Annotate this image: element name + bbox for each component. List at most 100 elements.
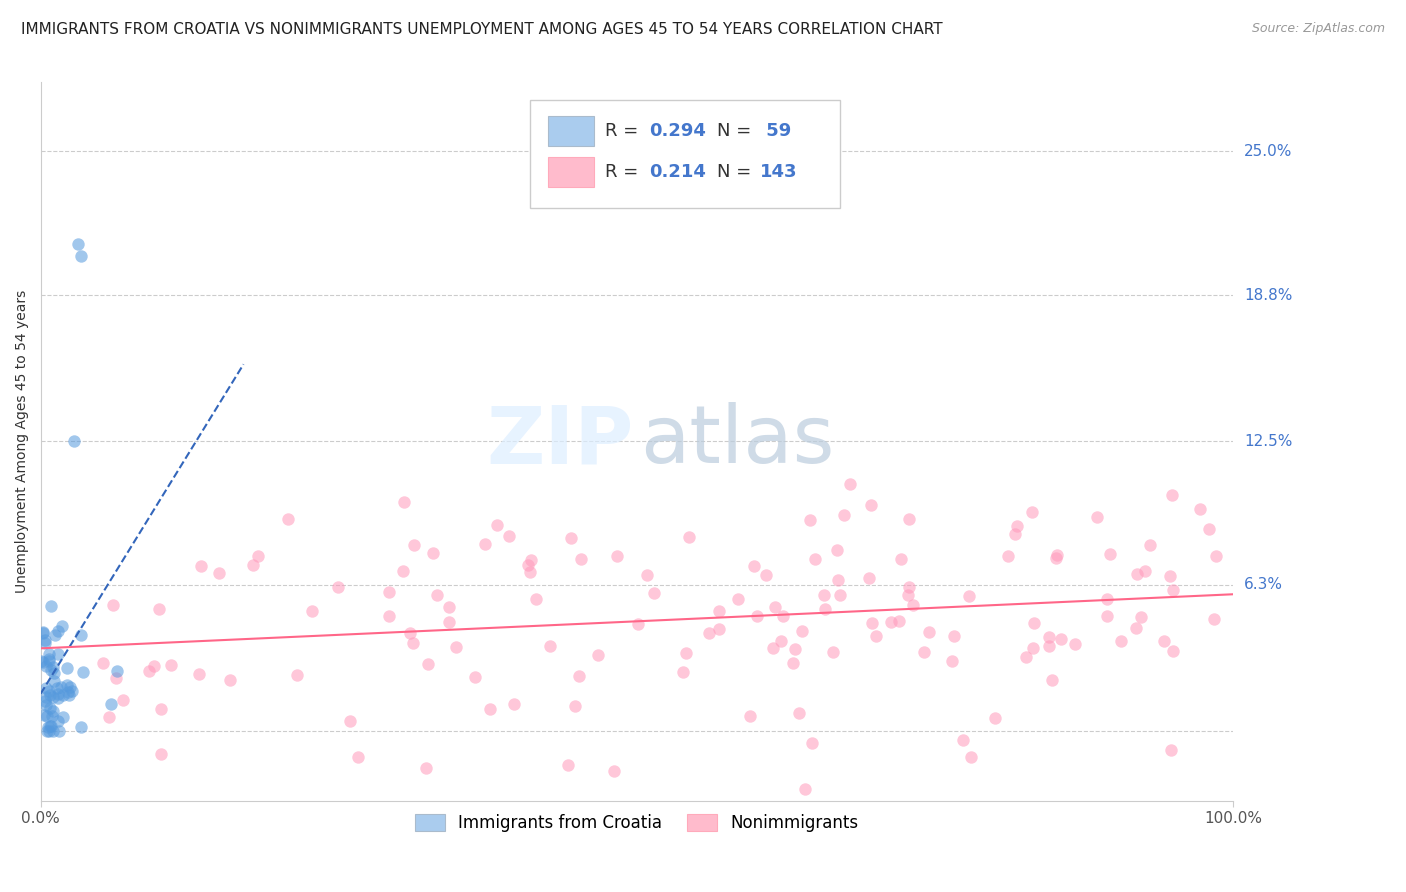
Point: [825, 542, 848, 557]
Point: [1133, 564, 1156, 578]
Point: [63, 434, 86, 449]
Point: [60, 684, 83, 698]
Text: N =: N =: [717, 162, 756, 181]
Point: [242, 558, 264, 572]
Point: [100, 698, 122, 712]
Point: [38, 701, 60, 715]
Point: [727, 591, 749, 606]
Point: [41, 704, 63, 718]
Point: [160, 657, 183, 672]
Point: [502, 697, 524, 711]
Point: [643, 586, 665, 600]
Point: [378, 609, 401, 624]
Point: [1129, 610, 1152, 624]
Text: 0.214: 0.214: [650, 162, 706, 181]
Point: [1205, 549, 1227, 563]
Point: [415, 761, 437, 775]
Point: [39, 688, 62, 702]
Point: [1204, 612, 1226, 626]
Point: [44, 627, 66, 641]
Point: [697, 626, 720, 640]
Point: [880, 615, 903, 629]
Point: [1040, 673, 1063, 688]
Point: [42, 690, 65, 705]
Point: [675, 646, 697, 660]
Legend: Immigrants from Croatia, Nonimmigrants: Immigrants from Croatia, Nonimmigrants: [408, 807, 866, 839]
Point: [898, 512, 921, 526]
Text: Source: ZipAtlas.com: Source: ZipAtlas.com: [1251, 22, 1385, 36]
Point: [485, 517, 508, 532]
Point: [1111, 634, 1133, 648]
Point: [830, 588, 852, 602]
Point: [960, 750, 983, 764]
Point: [42, 673, 65, 688]
Point: [827, 573, 849, 587]
Point: [897, 580, 920, 594]
Text: 18.8%: 18.8%: [1244, 288, 1292, 302]
Point: [792, 624, 814, 639]
Point: [34, 707, 56, 722]
Point: [187, 666, 209, 681]
Point: [1189, 502, 1212, 516]
Point: [761, 640, 783, 655]
Point: [793, 781, 815, 796]
Point: [97, 710, 120, 724]
Text: N =: N =: [717, 122, 756, 140]
Point: [813, 602, 835, 616]
Point: [391, 564, 413, 578]
Point: [1099, 547, 1122, 561]
Point: [1046, 548, 1069, 562]
Point: [39, 719, 62, 733]
Point: [439, 600, 461, 615]
Point: [208, 566, 231, 580]
Point: [1038, 639, 1060, 653]
Point: [1139, 538, 1161, 552]
Point: [34, 690, 56, 704]
Point: [39, 719, 62, 733]
Point: [1045, 550, 1067, 565]
Point: [45, 681, 67, 695]
Point: [51, 618, 73, 632]
Point: [912, 645, 935, 659]
Point: [569, 552, 592, 566]
Point: [557, 758, 579, 772]
Text: IMMIGRANTS FROM CROATIA VS NONIMMIGRANTS UNEMPLOYMENT AMONG AGES 45 TO 54 YEARS : IMMIGRANTS FROM CROATIA VS NONIMMIGRANTS…: [21, 22, 942, 37]
Point: [142, 659, 165, 673]
Point: [149, 747, 172, 762]
Point: [38, 724, 60, 739]
Point: [31, 625, 53, 640]
Point: [426, 588, 449, 602]
Text: 0.294: 0.294: [650, 122, 706, 140]
Point: [67, 237, 90, 252]
Point: [636, 568, 658, 582]
FancyBboxPatch shape: [547, 116, 593, 146]
Point: [38, 654, 60, 668]
Point: [58, 680, 80, 694]
Point: [247, 549, 270, 564]
Point: [34, 636, 56, 650]
Point: [52, 688, 75, 702]
Point: [1015, 650, 1038, 665]
Point: [813, 589, 835, 603]
Point: [755, 567, 778, 582]
Point: [70, 720, 93, 734]
Point: [1004, 527, 1026, 541]
Point: [218, 673, 240, 688]
Point: [402, 636, 425, 650]
Point: [707, 604, 730, 618]
Point: [474, 537, 496, 551]
Point: [392, 495, 415, 509]
Point: [858, 571, 880, 585]
Point: [148, 602, 170, 616]
Point: [105, 664, 128, 678]
Point: [1063, 637, 1085, 651]
Point: [48, 724, 70, 739]
Point: [285, 667, 308, 681]
Point: [917, 625, 939, 640]
Point: [742, 558, 765, 573]
Point: [1161, 582, 1184, 597]
Point: [55, 678, 77, 692]
Point: [93, 657, 115, 671]
Text: R =: R =: [605, 122, 644, 140]
Point: [1007, 519, 1029, 533]
